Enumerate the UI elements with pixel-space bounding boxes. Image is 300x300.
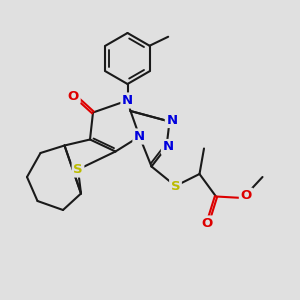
Text: N: N [134,130,145,143]
Text: S: S [171,179,180,193]
Text: N: N [122,94,133,107]
Text: O: O [240,189,252,202]
Text: O: O [68,89,79,103]
Text: S: S [73,163,83,176]
Text: N: N [162,140,174,154]
Text: O: O [201,217,213,230]
Text: N: N [166,113,178,127]
